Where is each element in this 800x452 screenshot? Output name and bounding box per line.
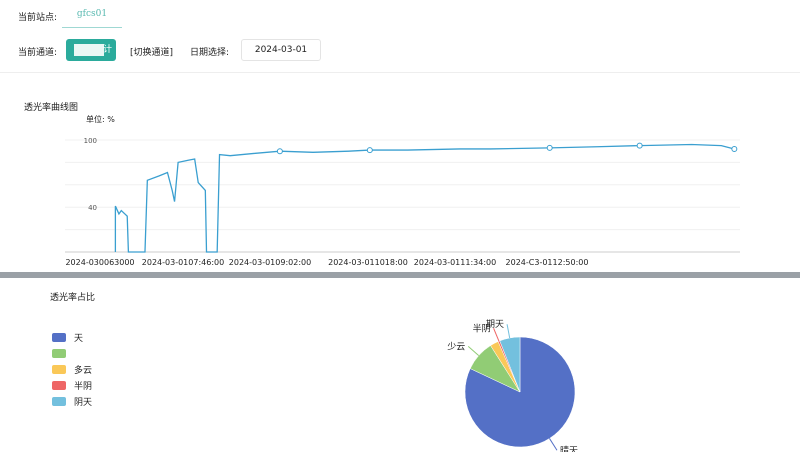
switch-channel-link[interactable]: [切换通道]: [130, 48, 174, 58]
date-label: 日期选择:: [190, 48, 230, 58]
x-tick-label: 2024-03-0111:34:00: [414, 258, 496, 267]
legend-swatch: [52, 380, 66, 390]
legend-item[interactable]: 阴天: [52, 394, 92, 408]
legend-label: 天: [74, 333, 84, 344]
channel-button[interactable]: 计: [66, 39, 116, 61]
series-line: [114, 143, 735, 253]
x-tick-label: 2024-03-0107:46:00: [142, 258, 224, 267]
station-tab[interactable]: gfcs01: [62, 4, 122, 28]
legend-label: 多云: [74, 365, 93, 376]
y-tick-label: 100: [84, 137, 97, 145]
data-point-marker: [731, 145, 738, 152]
legend-swatch: [52, 348, 66, 358]
x-tick-label: 2024-03-0109:02:00: [229, 258, 311, 267]
channel-value: 计: [102, 45, 112, 55]
slice-label: 少云: [447, 341, 465, 352]
legend-swatch: [52, 364, 66, 374]
legend-label: 半阴: [74, 381, 93, 392]
unit-label: 单位: %: [86, 115, 115, 124]
date-picker[interactable]: 2024-03-01: [241, 39, 321, 61]
line-chart: 100 40 2024-030063000 2024-03-0107:46:00 202…: [65, 137, 740, 267]
section-separator: [0, 272, 800, 278]
x-tick-label: 2024-C3-0112:50:00: [506, 258, 589, 267]
legend-label: 阴天: [74, 397, 93, 408]
slice-label: 晴天: [560, 444, 578, 452]
data-point-marker: [366, 147, 373, 154]
slice-label: 期天: [486, 319, 504, 330]
label-line: [493, 328, 500, 342]
y-tick-label: 40: [88, 204, 97, 212]
station-label: 当前站点:: [18, 13, 58, 23]
pie-chart-title: 透光率占比: [50, 293, 96, 303]
pie-legend: 天多云 半阴 阴天: [52, 330, 92, 410]
data-point-marker: [546, 144, 553, 151]
data-point-marker: [276, 148, 283, 155]
x-tick-label: 2024-03-011018:00: [328, 258, 408, 267]
x-tick-label: 2024-030063000: [65, 258, 134, 267]
legend-swatch: [52, 332, 66, 342]
legend-item[interactable]: 多云: [52, 362, 92, 376]
channel-mask: [74, 44, 104, 56]
pie-slice: [499, 336, 521, 393]
legend-item[interactable]: [52, 346, 92, 360]
channel-label: 当前通道:: [18, 48, 58, 58]
legend-item[interactable]: 半阴: [52, 378, 92, 392]
line-chart-title: 透光率曲线图: [24, 103, 79, 113]
data-point-marker: [636, 142, 643, 149]
slice-label: 半阴: [473, 322, 491, 334]
divider: [0, 72, 800, 73]
label-line: [467, 345, 480, 357]
legend-swatch: [52, 396, 66, 406]
legend-item[interactable]: 天: [52, 330, 92, 344]
label-line: [506, 324, 511, 339]
label-line: [549, 438, 558, 451]
